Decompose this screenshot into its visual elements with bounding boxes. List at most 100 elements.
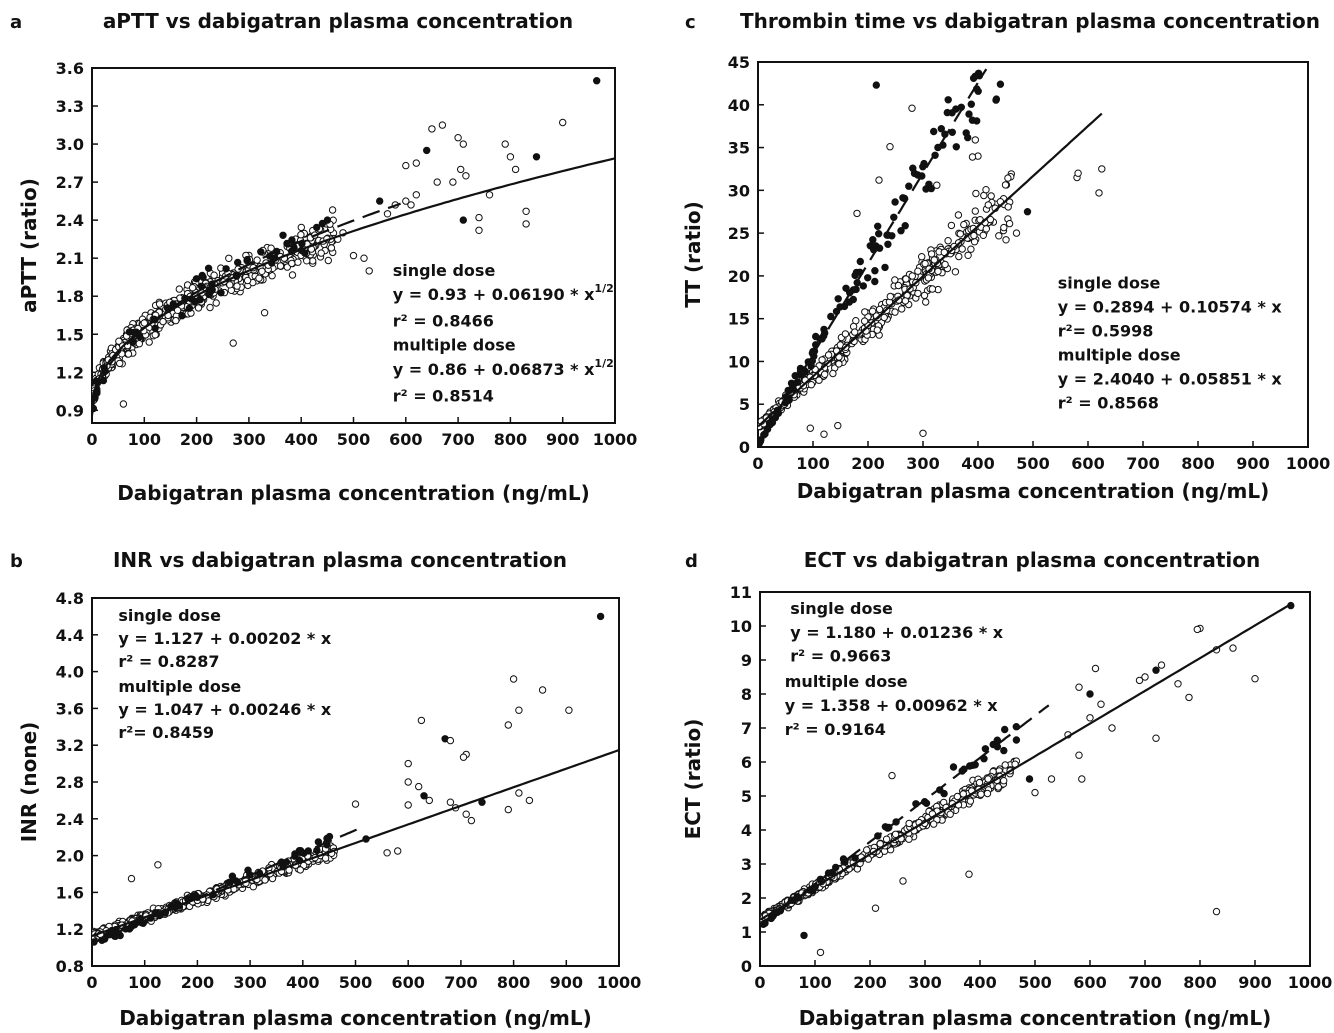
data-point-outlier	[404, 801, 412, 809]
x-tick-label: 900	[550, 973, 583, 992]
panel-b: b INR vs dabigatran plasma concentration 0…	[10, 548, 641, 1030]
data-point-open	[261, 876, 269, 884]
data-point-outlier	[1012, 229, 1021, 237]
y-tick-label: 2.0	[56, 847, 84, 866]
regression-annotation: y = 1.047 + 0.00246 * x	[118, 700, 332, 719]
y-tick-label: 0.9	[56, 401, 84, 420]
panel-letter: b	[10, 551, 23, 572]
data-point-outlier	[511, 165, 520, 174]
data-point-open	[253, 256, 261, 264]
data-point-filled	[852, 285, 860, 294]
data-point-open	[1000, 777, 1008, 785]
y-tick-label: 9	[741, 651, 752, 670]
fit-line-dashed	[760, 704, 1050, 927]
data-point-open	[927, 250, 936, 258]
data-point-open	[920, 291, 929, 300]
x-tick-label: 200	[853, 973, 886, 992]
data-point-open	[901, 297, 910, 305]
regression-annotation: y = 1.127 + 0.00202 * x	[118, 629, 332, 648]
data-point-open	[233, 282, 241, 290]
y-tick-label: 1.2	[56, 363, 84, 382]
data-point-open	[841, 330, 850, 338]
data-point-outlier	[1193, 625, 1202, 634]
x-tick-label: 500	[337, 430, 370, 449]
plot-area	[92, 612, 619, 946]
x-tick-label: 300	[233, 973, 266, 992]
data-point-open	[226, 281, 234, 289]
data-point-open	[984, 201, 992, 209]
data-point-filled	[313, 846, 321, 855]
data-point-outlier	[446, 736, 455, 745]
data-point-open	[807, 381, 815, 389]
data-point-open	[898, 305, 906, 313]
x-tick-label: 700	[1128, 973, 1161, 992]
y-tick-label: 0	[741, 957, 752, 976]
data-point-filled	[283, 239, 291, 248]
data-point-filled	[1012, 736, 1021, 744]
x-axis-label: Dabigatran plasma concentration (ng/mL)	[797, 479, 1270, 503]
data-point-outlier	[423, 146, 431, 155]
plot-area	[760, 601, 1295, 957]
y-tick-label: 10	[728, 352, 750, 371]
data-point-filled	[920, 159, 928, 168]
data-point-filled	[992, 96, 1000, 104]
data-point-open	[824, 351, 833, 359]
data-point-outlier	[459, 753, 468, 761]
x-tick-label: 500	[1018, 973, 1051, 992]
data-point-filled	[943, 108, 951, 117]
data-point-filled	[899, 194, 907, 202]
data-point-outlier	[593, 77, 601, 85]
data-point-outlier	[1152, 666, 1160, 674]
data-point-outlier	[1074, 169, 1082, 177]
data-point-outlier	[428, 125, 436, 133]
y-tick-label: 25	[728, 224, 750, 243]
data-point-open	[175, 285, 184, 293]
data-point-outlier	[1091, 664, 1100, 673]
y-tick-label: 10	[730, 617, 752, 636]
data-point-outlier	[260, 309, 269, 317]
data-point-outlier	[853, 209, 861, 218]
fit-line-solid	[92, 157, 615, 407]
regression-annotation: single dose	[118, 606, 221, 625]
data-point-outlier	[806, 424, 814, 432]
data-point-open	[249, 883, 258, 891]
data-point-filled	[812, 332, 820, 341]
data-point-open	[908, 272, 916, 280]
data-point-open	[135, 340, 144, 348]
x-tick-label: 0	[754, 973, 765, 992]
x-tick-label: 700	[441, 430, 474, 449]
data-point-filled	[859, 282, 867, 290]
x-tick-label: 900	[546, 430, 579, 449]
data-point-outlier	[1097, 700, 1105, 708]
data-point-filled	[869, 236, 877, 244]
x-tick-label: 100	[798, 973, 831, 992]
data-point-open	[194, 304, 203, 312]
x-tick-label: 900	[1238, 973, 1271, 992]
data-point-open	[928, 285, 937, 293]
data-point-outlier	[154, 861, 162, 869]
data-point-open	[967, 245, 975, 253]
data-point-outlier	[504, 721, 512, 729]
data-point-open	[210, 271, 218, 279]
data-point-filled	[827, 312, 835, 321]
data-point-outlier	[1174, 680, 1182, 688]
data-point-filled	[192, 275, 201, 283]
y-tick-label: 2.4	[56, 211, 84, 230]
data-point-outlier	[1251, 675, 1259, 683]
data-point-open	[145, 338, 153, 346]
x-tick-label: 1000	[1286, 454, 1331, 473]
y-tick-label: 45	[728, 53, 750, 72]
data-point-filled	[875, 230, 883, 238]
data-point-outlier	[509, 675, 518, 683]
data-point-open	[309, 257, 317, 265]
regression-annotation: r² = 0.8287	[118, 652, 219, 671]
data-point-outlier	[1152, 734, 1160, 742]
data-point-outlier	[522, 207, 530, 216]
data-point-filled	[301, 249, 309, 257]
data-point-outlier	[457, 165, 465, 174]
data-point-open	[902, 275, 910, 283]
data-point-outlier	[1135, 676, 1144, 685]
x-tick-label: 100	[796, 454, 829, 473]
y-tick-label: 3.3	[56, 97, 84, 116]
x-tick-label: 300	[908, 973, 941, 992]
